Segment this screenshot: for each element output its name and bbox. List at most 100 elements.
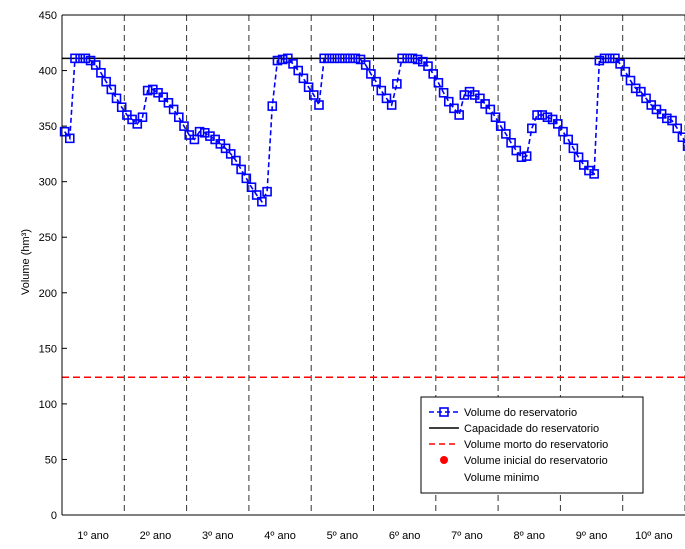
volume-marker	[345, 53, 355, 64]
volume-marker	[257, 196, 267, 207]
x-year-label: 4º ano	[264, 530, 296, 542]
volume-marker	[59, 126, 70, 137]
legend-marker	[440, 456, 448, 464]
volume-marker	[90, 60, 101, 70]
volume-marker	[334, 53, 345, 64]
volume-marker	[340, 53, 350, 64]
volume-marker	[449, 103, 459, 114]
volume-marker	[392, 79, 402, 89]
x-year-label: 2º ano	[140, 530, 172, 542]
volume-marker	[563, 134, 573, 145]
volume-marker	[132, 119, 143, 129]
volume-marker	[314, 100, 324, 110]
volume-marker	[168, 104, 179, 115]
volume-marker	[116, 102, 127, 113]
x-year-label: 7º ano	[451, 530, 483, 542]
volume-marker	[501, 129, 511, 139]
volume-marker	[220, 143, 231, 154]
legend-label: Volume minimo	[464, 472, 539, 484]
volume-marker	[438, 87, 449, 98]
y-ticks: 0 50 100 150 200 250 300 350 400 450	[39, 10, 67, 522]
y-tick-label: 50	[45, 454, 57, 466]
legend-marker	[439, 407, 449, 417]
volume-marker	[303, 82, 314, 93]
volume-marker	[485, 104, 496, 115]
y-tick-label: 350	[39, 121, 57, 133]
legend-label: Volume morto do reservatorio	[464, 439, 608, 451]
volume-marker	[111, 93, 122, 104]
volume-marker	[682, 141, 685, 151]
legend-label: Volume inicial do reservatorio	[464, 455, 608, 467]
volume-marker	[236, 164, 246, 175]
volume-marker	[142, 85, 153, 96]
volume-marker	[371, 76, 381, 87]
volume-marker	[495, 121, 506, 131]
y-tick-label: 400	[39, 66, 57, 78]
x-year-label: 10º ano	[635, 530, 673, 542]
volume-marker	[480, 99, 490, 109]
volume-marker	[163, 97, 174, 108]
volume-marker	[386, 100, 397, 110]
legend-box	[420, 396, 644, 494]
volume-marker	[179, 121, 189, 131]
volume-marker	[573, 152, 584, 163]
volume-marker	[355, 54, 366, 65]
volume-marker	[397, 53, 407, 64]
volume-marker	[620, 66, 631, 77]
volume-marker	[308, 90, 319, 100]
volume-marker	[70, 53, 80, 64]
volume-marker	[542, 112, 553, 123]
x-year-label: 8º ano	[513, 530, 545, 542]
volume-marker	[625, 75, 636, 86]
volume-marker	[521, 151, 532, 161]
volume-marker	[283, 53, 293, 64]
volume-marker	[106, 84, 117, 95]
volume-marker	[402, 53, 413, 64]
volume-marker	[490, 112, 501, 123]
x-year-label: 3º ano	[202, 530, 234, 542]
volume-marker	[589, 169, 599, 179]
volume-marker	[64, 133, 75, 144]
legend-label: Capacidade do reservatorio	[464, 423, 599, 435]
volume-marker	[558, 126, 568, 137]
volume-marker	[324, 53, 335, 64]
y-tick-label: 450	[39, 10, 57, 22]
volume-marker	[376, 85, 387, 96]
volume-marker	[267, 101, 278, 111]
volume-marker	[329, 53, 340, 64]
volume-marker	[506, 137, 516, 148]
volume-marker	[532, 110, 542, 120]
x-year-label: 9º ano	[576, 530, 608, 542]
y-axis-label: Volume (hm³)	[20, 229, 32, 295]
volume-marker	[158, 92, 169, 103]
volume-marker	[241, 173, 252, 184]
axes	[61, 14, 685, 516]
volume-marker	[433, 77, 444, 88]
volume-marker	[246, 182, 257, 193]
legend: Volume do reservatorio Capacidade do rese…	[420, 396, 644, 494]
volume-marker	[298, 73, 309, 84]
volume-marker	[251, 190, 262, 200]
volume-marker	[381, 93, 392, 104]
volume-marker	[189, 134, 200, 145]
volume-marker	[568, 143, 579, 154]
volume-marker	[423, 61, 433, 71]
volume-marker	[80, 53, 91, 64]
volume-marker	[272, 55, 283, 66]
volume-marker	[641, 93, 651, 104]
volume-marker	[75, 53, 85, 64]
legend-label: Volume do reservatorio	[464, 407, 577, 419]
volume-marker	[677, 132, 685, 143]
x-year-label: 5º ano	[327, 530, 359, 542]
volume-marker	[231, 155, 241, 166]
volume-marker	[537, 110, 548, 120]
volume-marker	[610, 53, 620, 64]
volume-marker	[137, 112, 148, 123]
y-tick-label: 0	[51, 510, 57, 522]
volume-marker	[454, 110, 464, 120]
volume-marker	[615, 59, 625, 69]
volume-marker	[360, 60, 371, 70]
y-tick-label: 100	[39, 399, 57, 411]
volume-marker	[636, 86, 646, 97]
